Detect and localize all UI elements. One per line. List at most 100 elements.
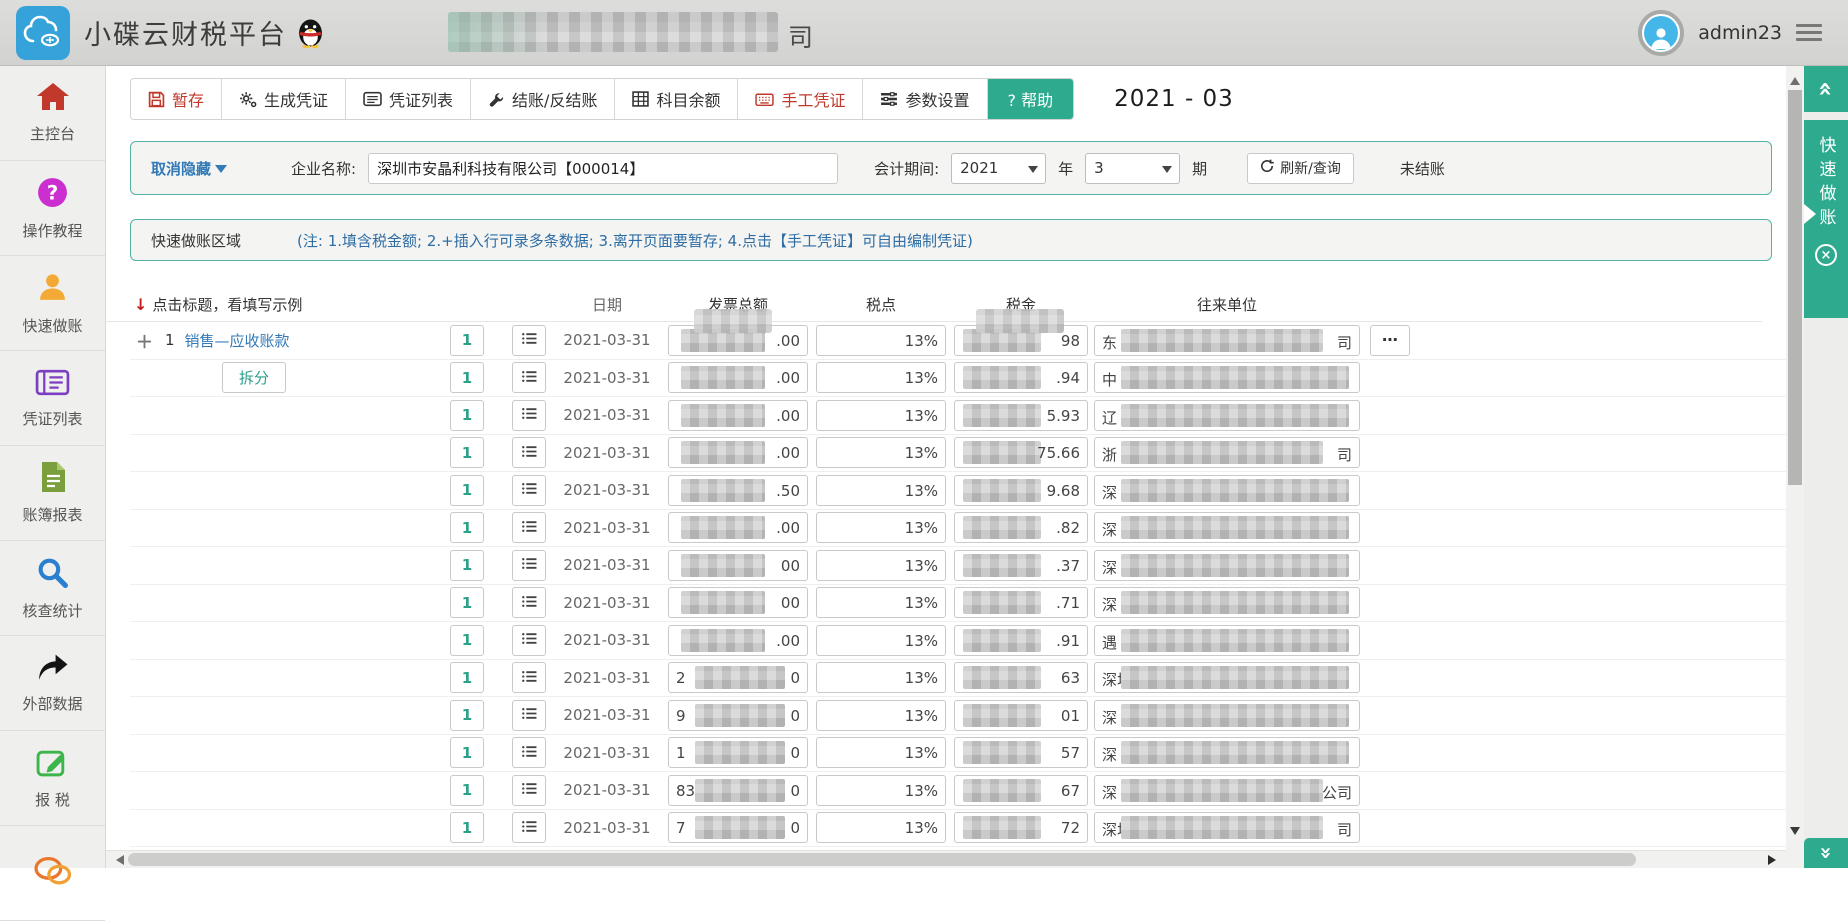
invoice-total-input[interactable]: .00	[668, 625, 808, 656]
quantity-button[interactable]: 1	[450, 475, 484, 506]
tax-rate-input[interactable]: 13%	[816, 812, 946, 843]
invoice-total-input[interactable]: .00	[668, 400, 808, 431]
toolbar-button-3[interactable]: 结账/反结账	[470, 79, 614, 119]
quantity-button[interactable]: 1	[450, 775, 484, 806]
sidebar-item-6[interactable]: 外部数据	[0, 636, 105, 731]
detail-list-button[interactable]	[512, 512, 546, 543]
quantity-button[interactable]: 1	[450, 362, 484, 393]
tax-amount-input[interactable]: 67	[954, 775, 1088, 806]
date-cell[interactable]: 2021-03-31	[546, 406, 668, 424]
tax-rate-input[interactable]: 13%	[816, 625, 946, 656]
month-select[interactable]: 3	[1085, 153, 1180, 184]
header-hint[interactable]: 点击标题，看填写示例	[152, 294, 302, 315]
sidebar-item-0[interactable]: 主控台	[0, 66, 105, 161]
tax-amount-input[interactable]: 01	[954, 700, 1088, 731]
tax-rate-input[interactable]: 13%	[816, 737, 946, 768]
toolbar-button-1[interactable]: 生成凭证	[221, 79, 345, 119]
invoice-total-input[interactable]: .50	[668, 475, 808, 506]
more-button[interactable]: ⋯	[1370, 325, 1410, 356]
sidebar-item-7[interactable]: 报 税	[0, 731, 105, 826]
tax-rate-input[interactable]: 13%	[816, 475, 946, 506]
account-link[interactable]: 销售—应收账款	[185, 330, 290, 351]
counterparty-input[interactable]: 深	[1094, 475, 1360, 506]
detail-list-button[interactable]	[512, 662, 546, 693]
tax-amount-input[interactable]: .37	[954, 550, 1088, 581]
date-cell[interactable]: 2021-03-31	[546, 519, 668, 537]
quantity-button[interactable]: 1	[450, 625, 484, 656]
column-header-tax-amount[interactable]: 税金	[954, 294, 1088, 315]
detail-list-button[interactable]	[512, 400, 546, 431]
quantity-button[interactable]: 1	[450, 325, 484, 356]
date-cell[interactable]: 2021-03-31	[546, 331, 668, 349]
scroll-left-icon[interactable]	[111, 855, 124, 865]
date-cell[interactable]: 2021-03-31	[546, 781, 668, 799]
scroll-up-icon[interactable]	[1790, 72, 1800, 85]
invoice-total-input[interactable]: 00	[668, 550, 808, 581]
invoice-total-input[interactable]: 9 0	[668, 700, 808, 731]
tax-amount-input[interactable]: 5.93	[954, 400, 1088, 431]
collapse-toggle[interactable]: 取消隐藏	[151, 158, 227, 179]
sidebar-item-1[interactable]: ? 操作教程	[0, 161, 105, 256]
counterparty-input[interactable]: 深圳 司	[1094, 812, 1360, 843]
quantity-button[interactable]: 1	[450, 400, 484, 431]
vertical-scrollbar[interactable]	[1786, 66, 1804, 868]
tax-amount-input[interactable]: 57	[954, 737, 1088, 768]
invoice-total-input[interactable]: 7 0	[668, 812, 808, 843]
tax-amount-input[interactable]: .91	[954, 625, 1088, 656]
quantity-button[interactable]: 1	[450, 700, 484, 731]
tax-rate-input[interactable]: 13%	[816, 437, 946, 468]
counterparty-input[interactable]: 中	[1094, 362, 1360, 393]
tax-amount-input[interactable]: .82	[954, 512, 1088, 543]
column-header-tax-rate[interactable]: 税点	[816, 294, 946, 315]
tax-rate-input[interactable]: 13%	[816, 362, 946, 393]
counterparty-input[interactable]: 深 公司	[1094, 775, 1360, 806]
tax-rate-input[interactable]: 13%	[816, 325, 946, 356]
counterparty-input[interactable]: 深	[1094, 700, 1360, 731]
invoice-total-input[interactable]: .00	[668, 437, 808, 468]
collapse-up-button[interactable]: «	[1804, 66, 1848, 112]
tax-rate-input[interactable]: 13%	[816, 550, 946, 581]
date-cell[interactable]: 2021-03-31	[546, 744, 668, 762]
qq-penguin-icon[interactable]	[297, 17, 324, 49]
quick-entry-side-tab[interactable]: 快速做账 ×	[1804, 120, 1848, 318]
sidebar-item-5[interactable]: 核查统计	[0, 541, 105, 636]
detail-list-button[interactable]	[512, 325, 546, 356]
counterparty-input[interactable]: 深	[1094, 737, 1360, 768]
detail-list-button[interactable]	[512, 737, 546, 768]
company-name-input[interactable]	[368, 153, 838, 184]
quantity-button[interactable]: 1	[450, 737, 484, 768]
counterparty-input[interactable]: 辽	[1094, 400, 1360, 431]
horizontal-scrollbar[interactable]	[106, 850, 1786, 868]
detail-list-button[interactable]	[512, 700, 546, 731]
detail-list-button[interactable]	[512, 625, 546, 656]
invoice-total-input[interactable]: 83 0	[668, 775, 808, 806]
date-cell[interactable]: 2021-03-31	[546, 631, 668, 649]
toolbar-button-4[interactable]: 科目余额	[614, 79, 737, 119]
quantity-button[interactable]: 1	[450, 512, 484, 543]
tax-amount-input[interactable]: .71	[954, 587, 1088, 618]
quantity-button[interactable]: 1	[450, 550, 484, 581]
column-header-counterparty[interactable]: 往来单位	[1094, 294, 1360, 315]
split-button[interactable]: 拆分	[222, 362, 286, 393]
invoice-total-input[interactable]: .00	[668, 362, 808, 393]
user-avatar[interactable]	[1638, 10, 1684, 56]
quantity-button[interactable]: 1	[450, 812, 484, 843]
tax-rate-input[interactable]: 13%	[816, 587, 946, 618]
refresh-query-button[interactable]: 刷新/查询	[1247, 153, 1354, 184]
sidebar-item-2[interactable]: 快速做账	[0, 256, 105, 351]
date-cell[interactable]: 2021-03-31	[546, 819, 668, 837]
counterparty-input[interactable]: 深	[1094, 587, 1360, 618]
tax-amount-input[interactable]: 72	[954, 812, 1088, 843]
detail-list-button[interactable]	[512, 587, 546, 618]
date-cell[interactable]: 2021-03-31	[546, 706, 668, 724]
sidebar-item-4[interactable]: 账簿报表	[0, 446, 105, 541]
quantity-button[interactable]: 1	[450, 662, 484, 693]
tax-amount-input[interactable]: .94	[954, 362, 1088, 393]
menu-icon[interactable]	[1796, 20, 1822, 45]
toolbar-button-6[interactable]: 参数设置	[862, 79, 986, 119]
date-cell[interactable]: 2021-03-31	[546, 594, 668, 612]
detail-list-button[interactable]	[512, 550, 546, 581]
year-select[interactable]: 2021	[951, 153, 1046, 184]
column-header-invoice-total[interactable]: 发票总额	[668, 294, 808, 315]
close-icon[interactable]: ×	[1815, 244, 1837, 266]
